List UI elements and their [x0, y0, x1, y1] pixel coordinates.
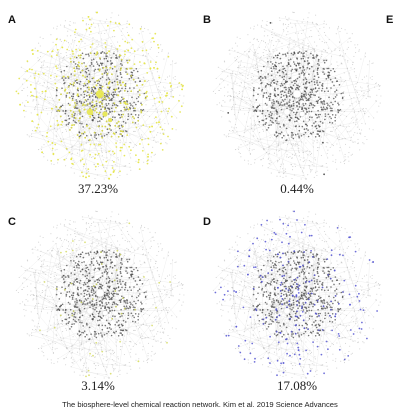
- highlighted-nodes: [214, 210, 378, 377]
- panel-label-b: B: [203, 14, 211, 26]
- network-graph-c: [12, 207, 188, 383]
- percentage-c: 3.14%: [81, 378, 115, 393]
- panel-label-e: E: [386, 14, 394, 26]
- hub-node: [292, 89, 302, 99]
- network-edges: [16, 17, 184, 180]
- network-graph-b: [209, 8, 385, 184]
- hub-node: [304, 316, 310, 322]
- network-nodes: [15, 210, 185, 379]
- highlighted-nodes: [15, 11, 184, 180]
- hub-node: [95, 288, 105, 298]
- panel-label-c: C: [8, 216, 16, 228]
- hub-node: [304, 117, 310, 123]
- network-nodes: [212, 11, 382, 180]
- highlighted-nodes: [39, 222, 172, 378]
- hub-node: [102, 310, 108, 316]
- figure-caption: The biosphere-level chemical reaction ne…: [62, 400, 338, 409]
- percentage-b: 0.44%: [280, 181, 314, 196]
- hub-node: [299, 111, 305, 117]
- hub-node: [86, 307, 94, 315]
- panel-label-d: D: [203, 216, 211, 228]
- hub-node: [299, 310, 305, 316]
- network-graph-d: [209, 207, 385, 383]
- hub-node: [283, 307, 291, 315]
- percentage-a: 37.23%: [77, 181, 119, 196]
- highlighted-nodes: [227, 22, 325, 176]
- hub-node: [283, 108, 291, 116]
- network-graph-a: [12, 8, 188, 184]
- panel-label-a: A: [8, 14, 16, 26]
- network-edges: [213, 216, 381, 379]
- percentage-d: 17.08%: [276, 378, 318, 393]
- network-edges: [16, 216, 184, 379]
- network-edges: [213, 17, 381, 180]
